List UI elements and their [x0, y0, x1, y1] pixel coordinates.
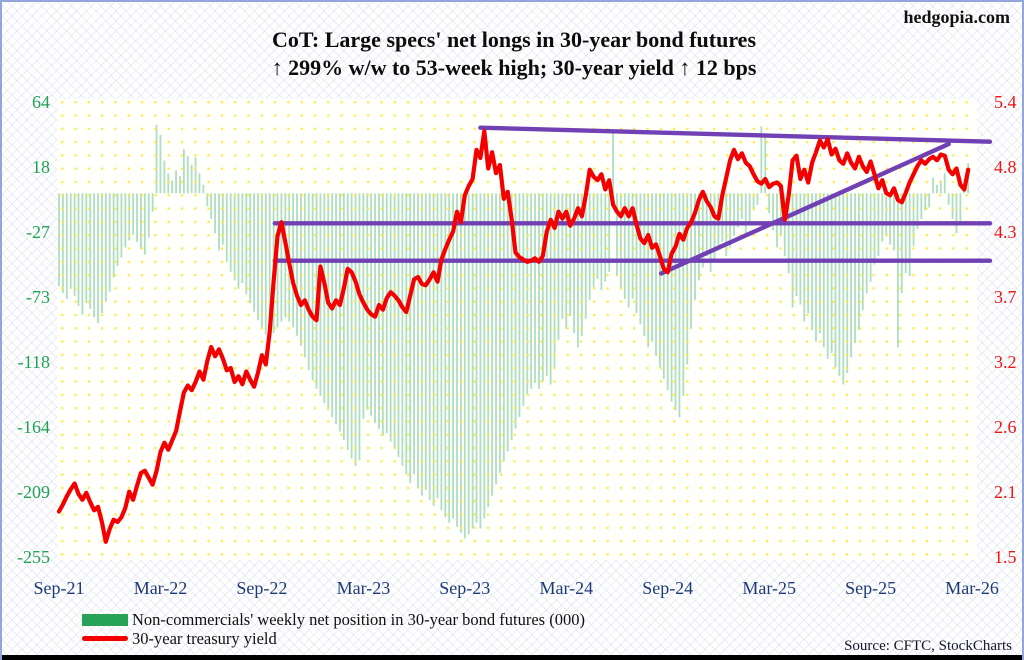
svg-text:Mar-24: Mar-24 — [539, 578, 593, 598]
legend-item-net-position: Non-commercials' weekly net position in … — [82, 610, 585, 629]
svg-text:3.2: 3.2 — [994, 352, 1017, 372]
svg-text:-118: -118 — [18, 352, 50, 372]
svg-text:Mar-25: Mar-25 — [742, 578, 796, 598]
yield-line — [56, 129, 971, 544]
svg-text:Mar-23: Mar-23 — [337, 578, 391, 598]
svg-text:-255: -255 — [17, 547, 50, 567]
svg-text:Mar-26: Mar-26 — [945, 578, 999, 598]
legend-label-net-position: Non-commercials' weekly net position in … — [132, 609, 585, 629]
trendlines — [272, 125, 993, 276]
x-axis-labels: Sep-21 Mar-22 Sep-22 Mar-23 Sep-23 Mar-24 Sep-… — [34, 578, 999, 598]
dot-grid-overlay — [57, 99, 977, 560]
svg-text:Sep-25: Sep-25 — [845, 578, 896, 598]
chart-title-line2: ↑ 299% w/w to 53-week high; 30-year yiel… — [271, 55, 757, 80]
svg-text:5.4: 5.4 — [994, 92, 1017, 112]
watermark-hedgopia: hedgopia.com — [903, 7, 1010, 27]
bottom-border-strip — [2, 655, 1022, 660]
svg-text:-164: -164 — [17, 417, 50, 437]
legend-line-swatch-icon — [82, 636, 128, 641]
svg-text:4.3: 4.3 — [994, 222, 1017, 242]
legend-label-yield: 30-year treasury yield — [132, 628, 277, 648]
svg-text:64: 64 — [32, 92, 50, 112]
svg-text:-27: -27 — [26, 222, 50, 242]
svg-text:-209: -209 — [17, 482, 50, 502]
svg-text:2.1: 2.1 — [994, 482, 1017, 502]
svg-text:Sep-23: Sep-23 — [439, 578, 490, 598]
svg-text:2.6: 2.6 — [994, 417, 1017, 437]
svg-text:3.7: 3.7 — [994, 287, 1017, 307]
legend-bar-swatch-icon — [82, 613, 128, 626]
svg-text:1.5: 1.5 — [994, 547, 1017, 567]
svg-text:Mar-22: Mar-22 — [134, 578, 188, 598]
svg-text:18: 18 — [32, 157, 50, 177]
chart-title: CoT: Large specs' net longs in 30-year b… — [2, 26, 1024, 82]
svg-text:Sep-21: Sep-21 — [34, 578, 85, 598]
svg-text:Sep-22: Sep-22 — [236, 578, 287, 598]
svg-text:4.8: 4.8 — [994, 157, 1017, 177]
source-attribution: Source: CFTC, StockCharts — [844, 638, 1012, 654]
legend-item-yield: 30-year treasury yield — [82, 629, 585, 648]
right-axis-labels: 5.4 4.8 4.3 3.7 3.2 2.6 2.1 1.5 — [994, 92, 1017, 567]
legend: Non-commercials' weekly net position in … — [82, 610, 585, 648]
svg-text:Sep-24: Sep-24 — [642, 578, 693, 598]
svg-text:-73: -73 — [26, 287, 50, 307]
chart-title-line1: CoT: Large specs' net longs in 30-year b… — [271, 27, 757, 52]
left-axis-labels: 64 18 -27 -73 -118 -164 -209 -255 — [17, 92, 50, 567]
